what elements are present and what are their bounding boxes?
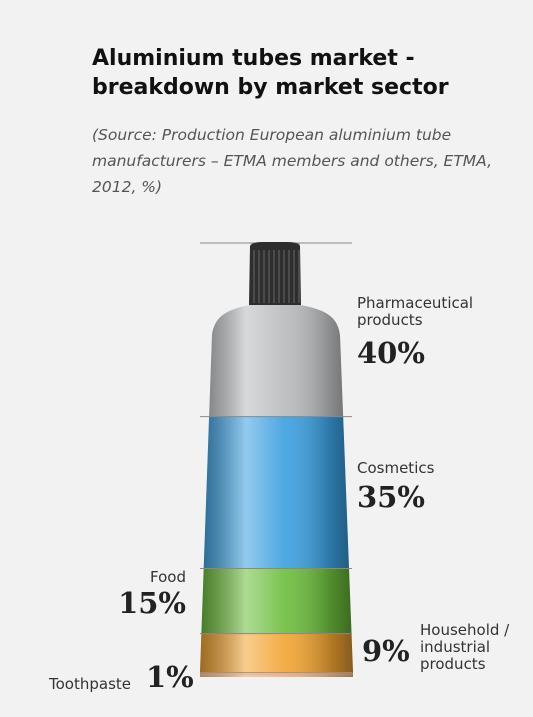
value-label: 35% [357, 480, 425, 514]
value-label: 9% [362, 634, 410, 668]
value-label: 40% [357, 336, 425, 370]
tube-shading [200, 243, 353, 677]
segment-name: Cosmetics [357, 459, 435, 477]
value-label: 15% [118, 586, 186, 620]
segment-name: Food [150, 568, 186, 586]
chart-subtitle: (Source: Production European aluminium t… [92, 126, 492, 196]
value-label: 1% [146, 660, 194, 694]
segment-name: Pharmaceutical products [357, 294, 474, 329]
chart-title: Aluminium tubes market - breakdown by ma… [92, 46, 449, 100]
segment-name: Household / industrial products [420, 621, 510, 673]
tube-cap [249, 242, 301, 305]
segment-name: Toothpaste [49, 675, 131, 693]
